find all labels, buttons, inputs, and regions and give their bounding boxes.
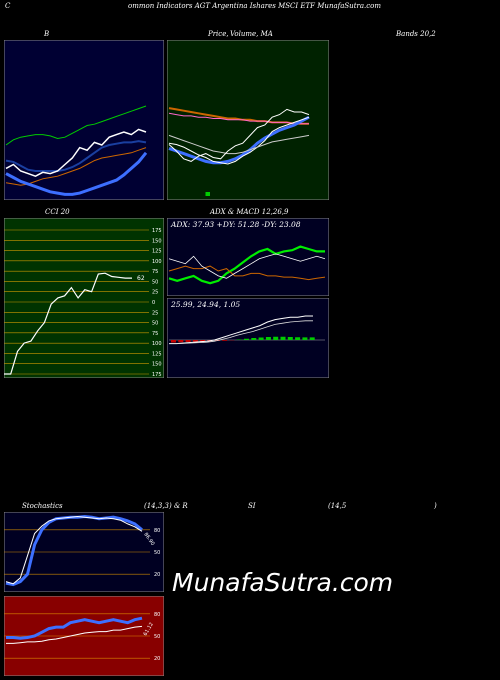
cci-tick-label: 50 [152, 321, 158, 327]
cci-tick-label: 100 [152, 341, 162, 347]
bollinger-series-1 [5, 140, 147, 172]
price-volume-chart [167, 40, 329, 200]
price-series-1 [168, 112, 309, 125]
macd-histogram-bar [251, 338, 257, 340]
macd-chart [167, 298, 329, 378]
bollinger-series-4 [5, 128, 147, 178]
watermark: MunafaSutra.com [172, 568, 394, 597]
rsi-tick-label: 80 [154, 612, 160, 618]
rsi-line [6, 616, 143, 640]
adx-series-2 [168, 253, 326, 279]
price-series-5 [168, 108, 310, 162]
macd-histogram-bar [236, 339, 242, 340]
cci-last-label: 62 [137, 275, 145, 282]
cci-line [4, 272, 132, 375]
price-volume-panel [167, 40, 329, 200]
cci-tick-label: 100 [152, 259, 162, 265]
rsi-close-label: ) [434, 502, 437, 510]
macd-panel: 25.99, 24.94, 1.05 [167, 298, 329, 378]
stoch-tick-label: 80 [154, 528, 160, 534]
adx-series-1 [168, 265, 326, 281]
price-series-2 [168, 115, 310, 165]
rsi-period-label: (14,5 [328, 502, 347, 510]
cci-panel: 175 150 125 100 75 50 25 0 25 50 75 100 125 150 175 62 [4, 218, 164, 378]
cci-tick-label: 25 [152, 310, 158, 316]
bollinger-series-3 [5, 151, 148, 196]
header-c: C [5, 2, 11, 10]
stoch-label: Stochastics [22, 502, 63, 510]
rsi-si-label: SI [248, 502, 256, 510]
cci-tick-label: 75 [152, 331, 158, 337]
macd-histogram-bar [287, 337, 293, 340]
stoch-rsi-label: (14,3,3) & R [144, 502, 188, 510]
macd-histogram-bar [265, 337, 271, 340]
macd-signal-line [169, 320, 313, 344]
stoch-d-line [5, 515, 143, 585]
adx-readout: ADX: 37.93 +DY: 51.28 -DY: 23.08 [171, 220, 301, 229]
price-series-4 [168, 134, 310, 155]
rsi-tick-label: 20 [154, 656, 160, 662]
macd-histogram-bar [222, 340, 228, 341]
macd-histogram-bar [295, 337, 301, 340]
bollinger-chart [4, 40, 164, 200]
adx-panel: ADX: 37.93 +DY: 51.28 -DY: 23.08 [167, 218, 329, 296]
macd-histogram-bar [171, 340, 176, 343]
adx-chart [167, 218, 329, 296]
cci-tick-label: 150 [152, 238, 162, 244]
volume-bar [207, 192, 210, 196]
rsi-panel: 80 50 20 61.12 [4, 596, 164, 676]
macd-histogram-bar [185, 340, 191, 342]
cci-tick-label: 125 [152, 351, 162, 357]
price-label: Price, [208, 30, 229, 38]
macd-histogram-bar [200, 340, 206, 342]
cci-tick-label: 75 [152, 269, 158, 275]
stoch-tick-label: 50 [154, 550, 160, 556]
macd-histogram-bar [302, 337, 308, 340]
adx-macd-label: ADX & MACD 12,26,9 [210, 208, 289, 216]
cci-tick-label: 175 [152, 228, 162, 234]
rsi-ma-line [6, 625, 143, 644]
macd-readout: 25.99, 24.94, 1.05 [171, 300, 241, 309]
cci-tick-label: 25 [152, 290, 158, 296]
macd-line [169, 315, 313, 345]
macd-histogram-bar [258, 337, 264, 340]
macd-histogram-bar [178, 340, 184, 343]
macd-histogram-bar [192, 340, 198, 342]
rsi-tick-label: 50 [154, 634, 160, 640]
cci-tick-label: 125 [152, 249, 162, 255]
header-title: ommon Indicators AGT Argentina Ishares M… [128, 2, 382, 10]
cci-chart: 175 150 125 100 75 50 25 0 25 50 75 100 125 150 175 62 [4, 218, 164, 378]
cci-tick-label: 150 [152, 362, 162, 368]
stoch-tick-label: 20 [154, 572, 160, 578]
price-series-3 [168, 116, 310, 165]
bands-label: Bands 20,2 [396, 30, 436, 38]
cci-tick-label: 0 [152, 300, 155, 306]
volume-ma-label: Volume, MA [230, 30, 273, 38]
bands-b-label: B [44, 30, 50, 38]
cci-label: CCI 20 [45, 208, 70, 216]
bollinger-series-0 [5, 105, 147, 146]
macd-histogram-bar [309, 337, 315, 340]
macd-histogram-bar [273, 336, 279, 340]
macd-histogram-bar [244, 338, 249, 340]
cci-tick-label: 175 [152, 372, 162, 378]
macd-histogram-bar [280, 336, 286, 340]
cci-tick-label: 50 [152, 279, 158, 285]
stochastics-panel: 80 50 20 86.90 [4, 512, 164, 592]
bollinger-panel [4, 40, 164, 200]
adx-series-0 [168, 245, 325, 285]
